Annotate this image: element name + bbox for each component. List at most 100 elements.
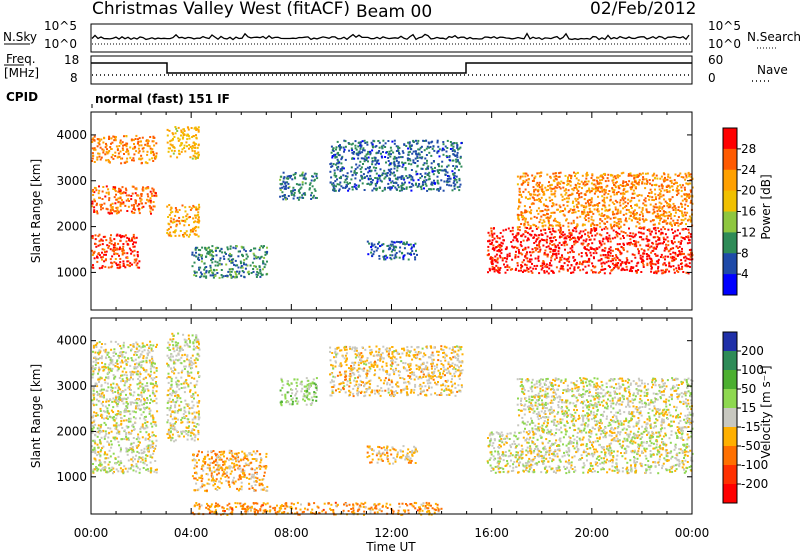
power-cell bbox=[114, 188, 116, 191]
velocity-cell bbox=[151, 445, 154, 448]
velocity-cell bbox=[139, 355, 142, 358]
power-cell bbox=[243, 248, 246, 251]
power-cell bbox=[455, 175, 458, 178]
power-cell bbox=[340, 185, 343, 188]
power-cell bbox=[304, 182, 307, 185]
power-cell bbox=[603, 199, 606, 201]
power-cell bbox=[524, 175, 527, 178]
power-cell bbox=[559, 171, 562, 174]
power-cell bbox=[91, 235, 94, 237]
power-cell bbox=[609, 217, 612, 220]
power-cell bbox=[292, 173, 295, 176]
velocity-cell bbox=[95, 412, 98, 415]
power-cell bbox=[559, 187, 562, 190]
power-cell bbox=[385, 254, 387, 257]
power-cell bbox=[370, 246, 373, 248]
power-cell bbox=[197, 226, 200, 229]
power-cell bbox=[672, 202, 675, 205]
power-cell bbox=[588, 257, 591, 260]
power-cell bbox=[170, 211, 172, 214]
power-cell bbox=[428, 171, 431, 174]
velocity-cell bbox=[94, 359, 97, 362]
power-cell bbox=[531, 196, 534, 199]
power-cell bbox=[690, 175, 693, 178]
power-cell bbox=[424, 181, 427, 184]
power-cell bbox=[559, 257, 562, 260]
power-cell bbox=[523, 211, 526, 214]
velocity-cell bbox=[101, 361, 103, 364]
power-cell bbox=[167, 147, 170, 150]
power-cell bbox=[304, 177, 307, 180]
power-cell bbox=[197, 155, 200, 158]
power-cell bbox=[129, 262, 132, 265]
power-cell bbox=[519, 243, 522, 246]
power-cell bbox=[548, 227, 550, 230]
power-cell bbox=[517, 215, 520, 218]
power-cell bbox=[629, 215, 632, 217]
power-cell bbox=[187, 216, 190, 219]
power-cell bbox=[249, 264, 252, 267]
power-cell bbox=[554, 249, 557, 252]
power-cell bbox=[543, 192, 545, 195]
velocity-cell bbox=[142, 367, 145, 370]
power-cell bbox=[571, 188, 574, 191]
power-cell bbox=[343, 150, 345, 153]
power-cell bbox=[122, 245, 125, 248]
velocity-cell bbox=[146, 354, 149, 357]
power-cell bbox=[343, 139, 346, 142]
power-cell bbox=[131, 239, 134, 242]
power-cell bbox=[344, 178, 347, 181]
power-cell bbox=[652, 179, 654, 182]
power-cell bbox=[98, 189, 101, 192]
power-cell bbox=[408, 150, 411, 153]
velocity-cell bbox=[121, 361, 124, 364]
power-cell bbox=[570, 193, 573, 196]
power-cell bbox=[672, 231, 675, 234]
power-cell bbox=[596, 181, 599, 184]
power-cell bbox=[626, 250, 629, 253]
power-cell bbox=[104, 195, 107, 198]
power-cell bbox=[669, 215, 672, 217]
power-cell bbox=[555, 203, 558, 206]
power-cell bbox=[547, 272, 550, 275]
power-cell bbox=[594, 234, 597, 237]
power-cell bbox=[371, 157, 374, 160]
power-cell bbox=[295, 183, 298, 186]
power-cell bbox=[549, 184, 552, 187]
power-cell bbox=[500, 252, 503, 255]
power-cell bbox=[620, 252, 623, 255]
velocity-cell bbox=[136, 350, 139, 353]
power-cell bbox=[685, 263, 688, 266]
power-cell bbox=[679, 223, 682, 225]
power-cell bbox=[412, 139, 415, 142]
power-cell bbox=[562, 268, 565, 271]
power-cell bbox=[604, 268, 607, 270]
power-cell bbox=[656, 177, 659, 180]
power-cell bbox=[194, 157, 197, 160]
power-cell bbox=[96, 138, 99, 141]
power-cell bbox=[174, 210, 177, 213]
power-cell bbox=[123, 235, 126, 238]
power-cell bbox=[380, 145, 383, 148]
power-cell bbox=[658, 197, 661, 200]
power-cell bbox=[393, 257, 396, 260]
power-cell bbox=[124, 234, 127, 237]
power-cell bbox=[631, 181, 634, 184]
power-cell bbox=[524, 226, 527, 229]
power-cell bbox=[287, 182, 290, 185]
power-cell bbox=[575, 226, 578, 229]
power-cell bbox=[583, 223, 586, 226]
power-cell bbox=[372, 146, 374, 149]
power-cell bbox=[690, 173, 693, 176]
power-cell bbox=[402, 151, 405, 154]
power-cell bbox=[357, 157, 360, 160]
power-cell bbox=[524, 180, 527, 183]
power-cell bbox=[111, 265, 114, 268]
power-cell bbox=[688, 215, 691, 218]
power-cell bbox=[542, 260, 545, 263]
power-cell bbox=[685, 227, 687, 230]
power-cell bbox=[135, 259, 138, 262]
velocity-cell bbox=[137, 398, 140, 401]
power-cell bbox=[258, 248, 261, 251]
power-cell bbox=[190, 127, 193, 129]
